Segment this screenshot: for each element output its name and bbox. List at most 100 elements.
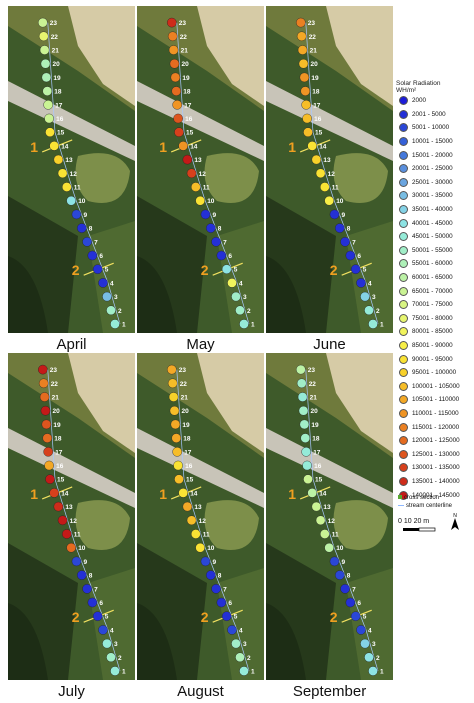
- radiation-point: [298, 405, 309, 416]
- point-number-label: 2: [247, 308, 251, 315]
- radiation-point: [39, 392, 50, 402]
- cross-section-label: 2: [201, 609, 209, 625]
- legend-item: 70001 - 75000: [396, 298, 474, 312]
- radiation-point: [211, 236, 221, 247]
- point-number-label: 1: [380, 669, 384, 676]
- radiation-point: [41, 72, 52, 83]
- cross-section-label: 1: [159, 486, 167, 502]
- point-number-label: 15: [315, 130, 323, 137]
- point-number-label: 4: [239, 280, 243, 287]
- legend-item-label: 90001 - 95000: [412, 355, 453, 363]
- point-number-label: 2: [376, 308, 380, 315]
- radiation-point: [57, 515, 68, 526]
- point-number-label: 20: [311, 61, 319, 68]
- radiation-point: [41, 419, 52, 430]
- point-number-label: 21: [310, 395, 318, 402]
- cross-section-label: 1: [30, 486, 38, 502]
- point-number-label: 4: [368, 280, 372, 287]
- legend-swatch-icon: [399, 245, 408, 255]
- point-number-label: 12: [328, 518, 336, 525]
- legend-item: 125001 - 130000: [396, 447, 474, 461]
- legend-item: 105001 - 110000: [396, 393, 474, 407]
- legend-swatch-icon: [399, 273, 408, 283]
- radiation-point: [166, 364, 177, 375]
- legend-item-label: 45001 - 50000: [412, 233, 453, 241]
- legend-item-label: 135001 - 140000: [412, 477, 460, 485]
- point-number-label: 18: [183, 89, 191, 96]
- legend-swatch-icon: [399, 313, 408, 323]
- legend-item-label: 115001 - 120000: [412, 423, 460, 431]
- cross-section-label: 2: [201, 262, 209, 278]
- map-panel: 1 2 1 2 3 4 5 6 7 8 9 10 11 12 13 14 15 16 17 18 19 20 21 22 23: [8, 353, 135, 680]
- radiation-point: [66, 542, 77, 553]
- legend-title: Solar Radiation: [396, 80, 441, 87]
- radiation-point: [345, 250, 356, 261]
- cross-section-label: 1: [159, 139, 167, 155]
- point-number-label: 23: [50, 20, 58, 27]
- radiation-point: [87, 250, 98, 261]
- radiation-point: [43, 447, 54, 457]
- point-number-label: 18: [312, 436, 320, 443]
- radiation-point: [345, 597, 356, 608]
- point-number-label: 5: [363, 267, 367, 274]
- legend-item-label: 2001 - 5000: [412, 110, 446, 118]
- radiation-point: [71, 556, 82, 567]
- radiation-point: [320, 529, 330, 539]
- point-number-label: 2: [376, 655, 380, 662]
- point-number-label: 18: [54, 89, 62, 96]
- radiation-point: [178, 141, 189, 151]
- radiation-point: [235, 652, 245, 663]
- radiation-point: [195, 542, 206, 553]
- legend-swatch-icon: [399, 327, 408, 337]
- point-number-label: 3: [114, 294, 118, 301]
- radiation-point: [102, 291, 112, 302]
- point-number-label: 16: [314, 116, 322, 123]
- radiation-point: [38, 31, 49, 42]
- legend-item: 25001 - 30000: [396, 176, 474, 190]
- stream-legend-label: stream centerline: [406, 503, 453, 509]
- point-number-label: 1: [122, 322, 126, 329]
- radiation-point: [49, 141, 60, 151]
- point-number-label: 11: [203, 532, 210, 539]
- legend-item-label: 110001 - 115000: [412, 409, 459, 417]
- stream-line-icon: [398, 504, 404, 506]
- radiation-point: [368, 666, 378, 676]
- month-label: September: [292, 683, 367, 700]
- legend-item: 65001 - 70000: [396, 284, 474, 298]
- point-number-label: 17: [313, 449, 321, 456]
- radiation-point: [174, 474, 184, 484]
- radiation-point: [311, 501, 322, 512]
- radiation-point: [364, 305, 374, 316]
- legend-swatch-icon: [399, 232, 408, 242]
- map-panel: 1 2 1 2 3 4 5 6 7 8 9 10 11 12 13 14 15 16 17 18 19 20 21 22 23: [8, 6, 135, 333]
- radiation-point: [102, 638, 112, 649]
- legend-swatch-icon: [399, 354, 408, 364]
- radiation-point: [169, 405, 180, 416]
- legend-item-label: 125001 - 130000: [412, 450, 460, 458]
- legend-swatch-icon: [399, 205, 408, 215]
- radiation-point: [66, 195, 77, 206]
- point-number-label: 13: [194, 504, 202, 511]
- radiation-point: [42, 86, 53, 96]
- legend-item: 90001 - 95000: [396, 352, 474, 366]
- point-number-label: 11: [203, 185, 210, 192]
- cross-section-label: 2: [330, 262, 338, 278]
- point-number-label: 8: [89, 573, 93, 580]
- radiation-point: [82, 583, 92, 594]
- point-number-label: 15: [186, 477, 194, 484]
- point-number-label: 9: [84, 559, 88, 566]
- radiation-point: [368, 319, 378, 329]
- radiation-point: [110, 319, 120, 329]
- radiation-point: [82, 236, 92, 247]
- point-number-label: 5: [234, 614, 238, 621]
- radiation-point: [49, 488, 60, 498]
- point-number-label: 17: [184, 449, 192, 456]
- radiation-point: [98, 278, 108, 288]
- point-number-label: 8: [89, 226, 93, 233]
- point-number-label: 10: [78, 545, 86, 552]
- radiation-point: [170, 419, 181, 430]
- radiation-point: [170, 72, 181, 83]
- radiation-point: [77, 570, 87, 580]
- radiation-point: [350, 264, 361, 275]
